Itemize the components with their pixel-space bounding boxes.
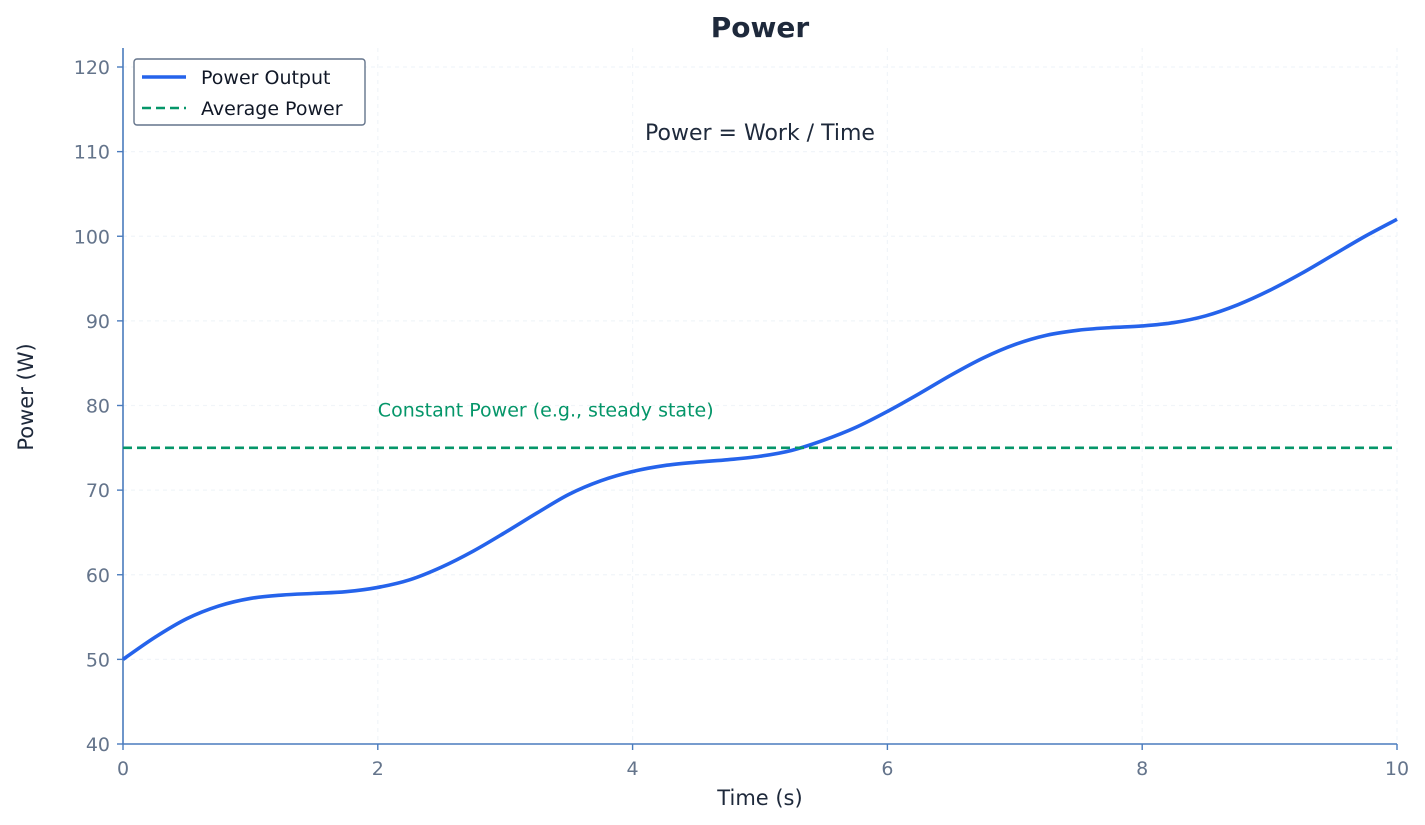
power-output-line — [121, 217, 1398, 661]
legend-box — [133, 58, 366, 126]
x-tick-label: 4 — [627, 758, 639, 780]
x-tick-label: 2 — [372, 758, 384, 780]
y-tick-label: 60 — [86, 565, 110, 587]
formula-annotation: Power = Work / Time — [645, 121, 875, 146]
series-layer — [121, 217, 1398, 661]
chart-title: Power — [711, 11, 810, 44]
x-tick-label: 0 — [117, 758, 129, 780]
average-power-annotation: Constant Power (e.g., steady state) — [378, 400, 714, 422]
legend: Power Output Average Power — [133, 58, 366, 126]
y-tick-label: 100 — [74, 226, 110, 248]
grid-layer — [123, 48, 1398, 744]
x-tick-label: 10 — [1385, 758, 1409, 780]
y-tick-label: 40 — [86, 734, 110, 756]
y-tick-label: 120 — [74, 57, 110, 79]
x-tick-label: 8 — [1136, 758, 1148, 780]
y-tick-label: 50 — [86, 649, 110, 671]
y-tick-label: 70 — [86, 480, 110, 502]
legend-label: Average Power — [201, 98, 343, 120]
x-axis-label: Time (s) — [716, 786, 802, 810]
y-tick-label: 110 — [74, 142, 110, 164]
x-tick-label: 6 — [881, 758, 893, 780]
y-axis-label: Power (W) — [14, 343, 38, 450]
y-tick-label: 90 — [86, 311, 110, 333]
axes-layer: 40 50 60 70 80 90 100 110 120 0 2 4 6 8 10 — [74, 48, 1409, 780]
legend-label: Power Output — [201, 67, 330, 89]
annotation-layer: Power = Work / Time Constant Power (e.g.,… — [378, 121, 875, 422]
y-tick-label: 80 — [86, 396, 110, 418]
